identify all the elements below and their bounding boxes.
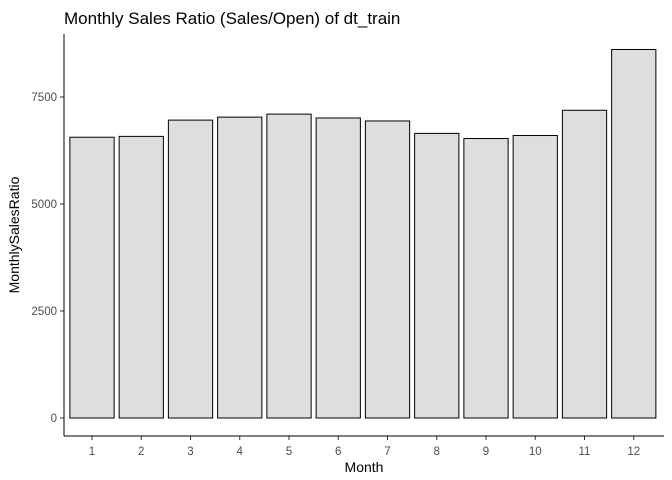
bar-month-3 xyxy=(167,119,214,419)
bar-month-12 xyxy=(611,48,657,419)
x-tick-label: 3 xyxy=(187,446,193,458)
bar-month-6 xyxy=(315,117,361,419)
y-axis-title: MonthlySalesRatio xyxy=(6,176,22,293)
x-axis-title: Month xyxy=(345,459,384,475)
chart-title: Monthly Sales Ratio (Sales/Open) of dt_t… xyxy=(64,9,400,28)
y-tick-label: 0 xyxy=(51,413,57,425)
x-tick-label: 11 xyxy=(579,446,591,458)
bar-month-8 xyxy=(414,132,460,419)
bar-month-1 xyxy=(69,136,115,419)
x-tick-label: 2 xyxy=(138,446,144,458)
y-tick-label: 7500 xyxy=(31,92,57,104)
bar-month-9 xyxy=(463,138,509,419)
y-tick-label: 2500 xyxy=(31,306,57,318)
bar-month-11 xyxy=(561,109,608,419)
x-tick-label: 7 xyxy=(384,446,390,458)
x-tick-label: 10 xyxy=(529,446,542,458)
x-tick-label: 12 xyxy=(627,446,640,458)
x-tick-label: 1 xyxy=(89,446,95,458)
bars xyxy=(69,48,657,419)
x-tick-label: 8 xyxy=(434,446,440,458)
x-tick-label: 5 xyxy=(286,446,292,458)
x-tick-label: 9 xyxy=(483,446,489,458)
x-tick-label: 6 xyxy=(335,446,341,458)
x-tick-label: 4 xyxy=(237,446,244,458)
x-axis-ticks: 1 2 3 4 5 6 7 8 9 10 11 12 xyxy=(89,436,640,458)
bar-month-5 xyxy=(266,113,312,419)
bar-month-7 xyxy=(364,120,411,419)
bar-month-2 xyxy=(118,135,164,419)
y-tick-label: 5000 xyxy=(31,199,57,211)
y-axis-ticks: 0 2500 5000 7500 xyxy=(31,92,64,425)
bar-month-4 xyxy=(217,116,263,419)
bar-month-10 xyxy=(512,135,558,419)
